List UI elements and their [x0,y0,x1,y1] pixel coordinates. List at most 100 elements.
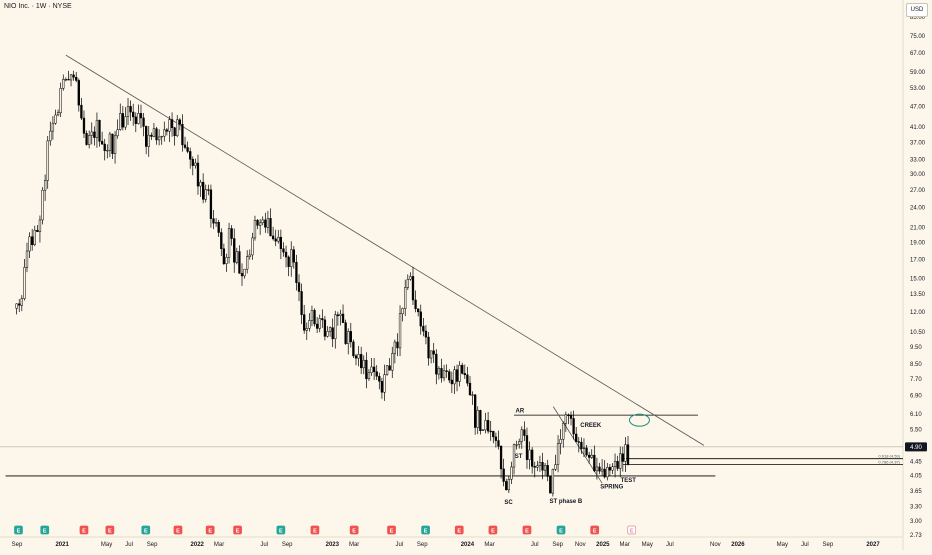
earnings-marker [454,525,464,535]
candle [391,353,394,371]
candle [20,298,23,306]
y-tick-label: 30.00 [910,172,926,178]
candle [334,314,337,340]
candle [538,462,542,466]
candle [28,236,31,252]
candle [393,341,397,354]
x-tick-label: Jul [531,542,539,548]
candle [214,222,218,224]
candle [562,423,565,440]
y-tick-label: 15.00 [910,276,926,282]
candle [25,250,29,268]
x-tick-label: 2027 [866,542,880,548]
earnings-marker-label: E [630,529,634,535]
candle [233,238,236,263]
y-tick-label: 33.00 [910,158,926,164]
annotation-label: SC [504,500,513,506]
x-tick-label: 2023 [326,542,340,548]
level-label: 0.786 (4.37) [878,459,900,464]
candle [541,462,544,471]
candle [93,131,96,138]
candle [481,429,485,431]
candle [212,218,215,224]
y-tick-label: 75.00 [910,34,926,40]
candle [279,236,283,249]
candle [375,371,378,377]
candle [626,444,630,465]
candle [321,318,324,321]
x-tick-label: Jul [395,542,403,548]
candle [427,336,430,359]
y-tick-label: 7.70 [910,377,922,383]
candle [531,449,534,467]
candle [126,106,130,117]
candle [292,249,295,263]
candle [432,350,435,355]
earnings-marker [40,525,50,535]
candle [77,80,80,106]
candle [486,420,490,432]
candle [256,219,259,226]
earnings-marker [387,525,396,535]
candle [46,140,49,181]
candle [551,469,555,494]
candle [103,143,106,151]
x-tick-label: Jul [260,542,268,548]
candle [528,449,531,460]
candle [455,369,459,382]
candle [303,314,306,331]
y-tick-label: 85.00 [910,15,926,21]
candle [383,374,386,393]
candle [577,441,580,443]
candle [15,303,18,309]
earnings-marker-label: E [236,529,240,535]
candle [409,276,412,280]
earnings-marker [627,525,637,535]
candle [176,119,179,136]
candle [129,106,132,113]
candle [98,119,101,142]
candle [181,123,184,146]
earnings-marker-label: E [176,529,180,535]
candle [414,299,417,310]
candle [572,418,575,435]
candle [38,219,42,233]
candle [137,113,140,124]
candle [494,436,498,441]
candle [564,414,567,424]
chart-title: NIO Inc. · 1W · NYSE [4,3,72,10]
annotation-label: ST phase B [550,499,583,505]
earnings-marker [556,525,566,535]
candle [209,189,213,219]
candle [88,135,91,145]
candle [295,262,298,283]
candle [619,453,622,469]
candle [67,78,70,81]
y-tick-label: 10.50 [910,330,926,336]
candle [471,394,474,396]
earnings-marker [233,525,242,535]
currency-button[interactable]: USD [906,3,928,17]
candle [365,359,368,380]
candle [569,415,573,419]
candle [385,365,389,375]
level-label: 0.618 (4.59) [878,454,900,459]
candle [308,320,311,329]
earnings-marker-label: E [17,529,21,535]
candle [429,350,433,359]
candle [119,113,122,130]
candle [90,131,93,136]
candle [315,323,319,329]
candle [116,129,119,137]
earnings-marker-label: E [352,529,356,535]
candle [207,189,210,191]
candle [266,218,270,228]
candle [507,478,510,491]
y-tick-label: 19.00 [910,241,926,247]
candle [49,130,52,142]
candle [297,282,301,292]
earnings-marker [488,525,498,535]
candle [450,379,453,385]
